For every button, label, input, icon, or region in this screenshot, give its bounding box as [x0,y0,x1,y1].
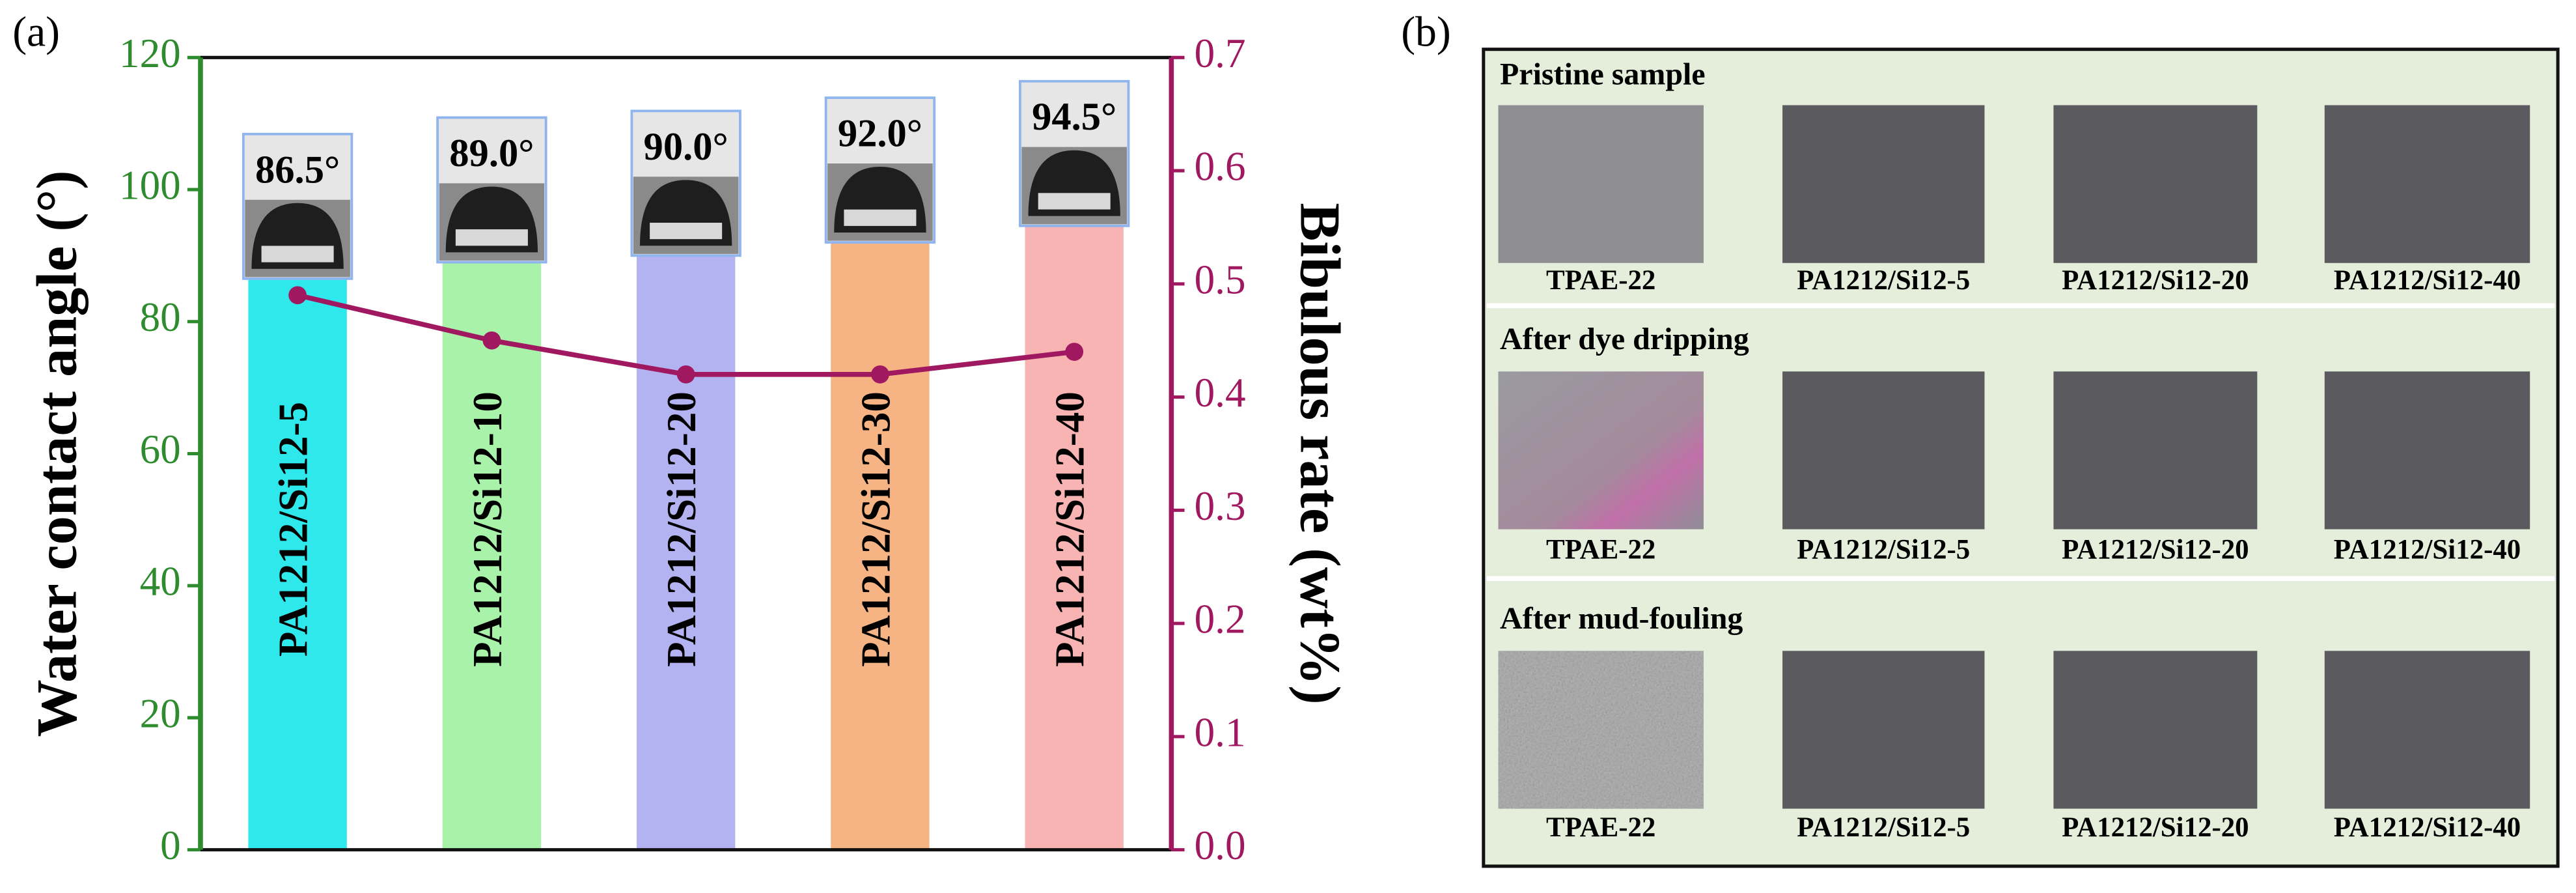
marker [676,365,695,384]
sample-photo [2324,371,2530,530]
sample-photo [1782,105,1985,263]
sample-photo [2053,371,2258,530]
y2-tick-label: 0.2 [1195,597,1246,642]
section-title: Pristine sample [1500,57,1706,92]
marker [1065,343,1084,361]
droplet-photo [824,96,936,244]
y2-tick-label: 0.5 [1195,257,1246,302]
sample-label: PA1212/Si12-40 [2334,535,2521,565]
y2-tick-label: 0.4 [1195,370,1246,416]
sample-label: PA1212/Si12-40 [2334,265,2521,296]
marker [288,286,307,305]
sample-label: PA1212/Si12-20 [2062,265,2249,296]
sample-label: PA1212/Si12-5 [1797,812,1970,843]
section-title: After dye dripping [1500,322,1749,356]
section-title: After mud-fouling [1500,601,1743,636]
sample-photo [1498,371,1704,530]
droplet-photo [436,116,547,264]
sample-label: TPAE-22 [1546,812,1655,843]
value-label: 86.5° [255,148,340,191]
y-tick-label: 40 [140,559,181,604]
sample-label: PA1212/Si12-20 [2062,535,2249,565]
droplet-reflection [650,222,723,240]
y2-tick-label: 0.6 [1195,144,1246,190]
droplet-photo [1019,79,1130,227]
droplet-photo [242,132,353,280]
category-label: PA1212/Si12-5 [271,402,316,657]
droplet-reflection [844,209,917,226]
category-label: PA1212/Si12-30 [853,391,898,667]
sample-photo [2324,105,2530,263]
y2-tick-label: 0.1 [1195,709,1246,755]
category-label: PA1212/Si12-10 [465,391,510,667]
y-axis-title: Water contact angle (°) [25,170,89,737]
y-tick-label: 20 [140,690,181,736]
sample-label: PA1212/Si12-5 [1797,535,1970,565]
sample-label: TPAE-22 [1546,535,1655,565]
bar [831,242,930,850]
bar [442,262,542,850]
droplet-photo [630,109,741,257]
marker [871,365,889,384]
y2-tick-label: 0.3 [1195,483,1246,529]
sample-photo [1498,105,1704,263]
value-label: 89.0° [449,132,534,175]
droplet-reflection [455,229,528,246]
y2-tick-label: 0.7 [1195,31,1246,76]
sample-photo [2053,105,2258,263]
bar [248,278,347,850]
y-tick-label: 80 [140,294,181,340]
category-label: PA1212/Si12-40 [1047,391,1093,667]
panel-b: (b) Pristine sample TPAE-22 PA1212/Si12-5 P… [1401,9,2560,868]
panel-label: (a) [12,9,60,56]
sample-label: PA1212/Si12-40 [2334,812,2521,843]
marker [482,331,501,350]
sample-photo [1498,651,1704,809]
sample-label: PA1212/Si12-5 [1797,265,1970,296]
panel-a: (a) 86.5° PA1212/Si12-5 89.0° PA1212/Si12-1… [12,9,1351,869]
y-tick-label: 100 [119,163,181,208]
sample-photo [1782,651,1985,809]
sample-photo [2053,651,2258,809]
y-tick-label: 120 [119,31,181,76]
y-tick-label: 60 [140,427,181,472]
sample-label: PA1212/Si12-20 [2062,812,2249,843]
category-label: PA1212/Si12-20 [659,391,704,667]
droplet-reflection [1038,193,1111,210]
y2-tick-label: 0.0 [1195,823,1246,868]
bar [636,255,736,850]
value-label: 94.5° [1032,95,1116,139]
sample-label: TPAE-22 [1546,265,1655,296]
value-label: 90.0° [644,125,728,169]
y2-axis-title: Bibulous rate (wt%) [1288,203,1352,704]
bar [1025,225,1124,850]
sample-photo [1782,371,1985,530]
y-tick-label: 0 [160,823,181,868]
panel-label: (b) [1401,9,1451,56]
sample-photo [2324,651,2530,809]
value-label: 92.0° [838,112,922,156]
droplet-reflection [261,246,334,262]
